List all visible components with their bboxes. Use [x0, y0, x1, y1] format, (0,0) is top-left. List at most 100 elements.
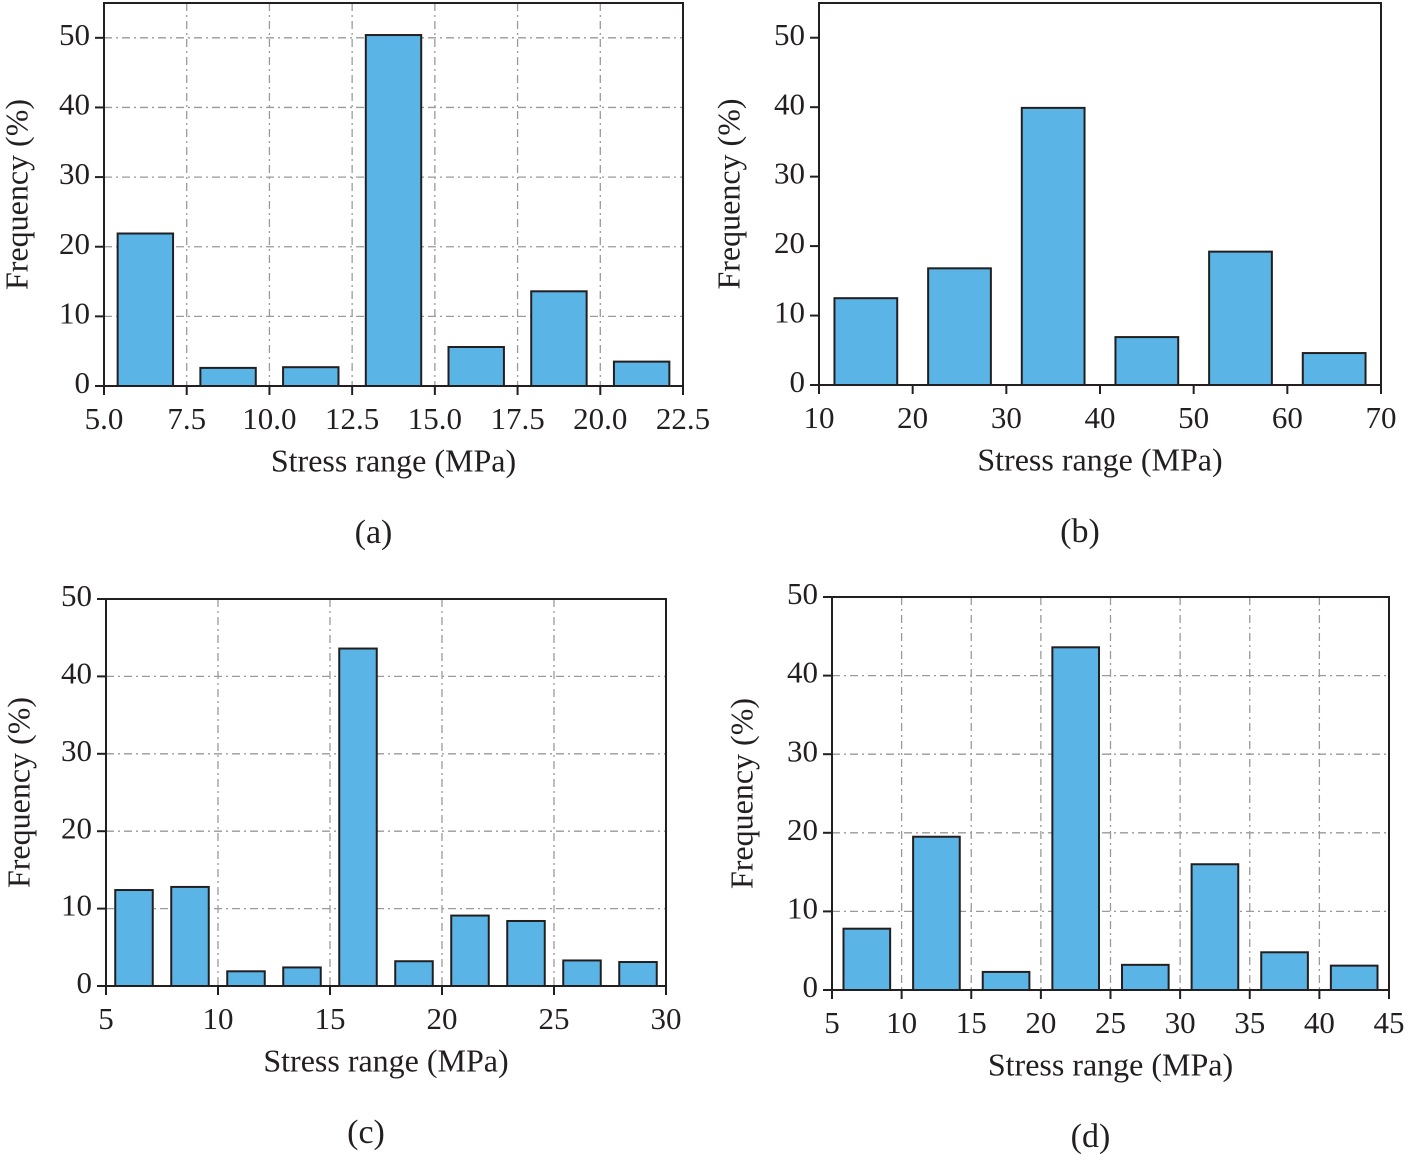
- bar: [116, 232, 175, 387]
- panel-caption: (c): [347, 1114, 385, 1151]
- x-tick-label: 40: [1304, 1005, 1335, 1040]
- bar: [450, 914, 490, 987]
- x-tick-label: 15: [956, 1005, 987, 1040]
- plot-frame: [818, 2, 1382, 386]
- bar: [1301, 352, 1367, 386]
- bar: [1051, 646, 1101, 992]
- bar: [530, 290, 588, 388]
- x-tick-label: 20: [897, 400, 928, 435]
- y-tick-label: 50: [61, 578, 92, 613]
- bar: [833, 297, 899, 387]
- x-tick-label: 5: [824, 1005, 840, 1040]
- bar: [1120, 963, 1170, 992]
- bar: [226, 970, 266, 988]
- x-tick-label: 20: [1025, 1005, 1056, 1040]
- bar: [506, 919, 546, 988]
- bar: [1190, 863, 1240, 991]
- bar: [394, 960, 434, 987]
- x-tick-label: 25: [539, 1001, 570, 1036]
- bar: [912, 835, 961, 991]
- x-tick-label: 5: [98, 1001, 114, 1036]
- y-tick-label: 10: [59, 295, 90, 330]
- x-tick-label: 10: [203, 1001, 234, 1036]
- bar: [618, 961, 658, 987]
- bar: [282, 966, 322, 988]
- y-tick-label: 50: [787, 576, 818, 611]
- y-tick-label: 40: [61, 656, 92, 691]
- bar: [981, 970, 1031, 991]
- panel-caption: (d): [1071, 1118, 1111, 1154]
- y-tick-label: 40: [59, 87, 90, 122]
- bar: [1020, 106, 1086, 386]
- bar: [842, 927, 892, 992]
- y-tick-label: 30: [61, 733, 92, 768]
- y-tick-label: 10: [787, 891, 818, 926]
- x-axis-label: Stress range (MPa): [988, 1046, 1233, 1082]
- x-tick-label: 5.0: [85, 401, 124, 436]
- x-tick-label: 12.5: [325, 401, 379, 436]
- x-tick-label: 7.5: [167, 401, 206, 436]
- x-tick-label: 10: [804, 400, 835, 435]
- y-tick-label: 30: [787, 733, 818, 768]
- x-axis-label: Stress range (MPa): [271, 442, 516, 478]
- y-tick-label: 20: [61, 810, 92, 845]
- y-tick-label: 50: [59, 17, 90, 52]
- x-tick-label: 50: [1178, 400, 1209, 435]
- y-axis-label: Frequency (%): [710, 98, 746, 289]
- bar: [612, 360, 671, 387]
- y-tick-label: 20: [59, 226, 90, 261]
- x-tick-label: 25: [1095, 1005, 1126, 1040]
- y-axis-label: Frequency (%): [0, 99, 34, 290]
- bar: [1208, 250, 1273, 386]
- plot-frame: [105, 598, 667, 987]
- panel-caption: (b): [1060, 513, 1100, 550]
- bar: [562, 959, 602, 988]
- x-tick-label: 30: [651, 1001, 682, 1036]
- x-tick-label: 15: [315, 1001, 346, 1036]
- y-tick-label: 10: [774, 295, 805, 330]
- y-tick-label: 0: [803, 969, 819, 1004]
- x-tick-label: 60: [1272, 400, 1303, 435]
- bar: [1114, 336, 1180, 386]
- y-axis-label: Frequency (%): [723, 698, 759, 889]
- y-tick-label: 0: [75, 365, 91, 400]
- y-tick-label: 40: [787, 655, 818, 690]
- y-tick-label: 30: [59, 156, 90, 191]
- x-tick-label: 20: [427, 1001, 458, 1036]
- bar: [927, 267, 992, 387]
- bar: [1260, 951, 1309, 991]
- x-tick-label: 10: [886, 1005, 917, 1040]
- x-tick-label: 10.0: [242, 401, 296, 436]
- x-tick-label: 30: [1165, 1005, 1196, 1040]
- x-axis-label: Stress range (MPa): [263, 1042, 508, 1078]
- y-tick-label: 20: [774, 225, 805, 260]
- bar: [447, 346, 505, 387]
- x-tick-label: 17.5: [490, 401, 544, 436]
- plot-frame: [831, 596, 1390, 991]
- bar: [114, 889, 154, 987]
- plot-frame: [103, 2, 684, 387]
- y-tick-label: 40: [774, 86, 805, 121]
- x-tick-label: 40: [1085, 400, 1116, 435]
- x-tick-label: 30: [991, 400, 1022, 435]
- y-tick-label: 0: [77, 965, 93, 1000]
- y-tick-label: 30: [774, 156, 805, 191]
- y-axis-label: Frequency (%): [0, 697, 36, 888]
- y-tick-label: 20: [787, 812, 818, 847]
- x-tick-label: 15.0: [408, 401, 462, 436]
- x-tick-label: 70: [1366, 400, 1397, 435]
- bar: [199, 366, 257, 387]
- y-tick-label: 10: [61, 888, 92, 923]
- bar: [1329, 964, 1379, 991]
- bar: [170, 885, 210, 987]
- x-tick-label: 22.5: [656, 401, 710, 436]
- bar: [282, 366, 340, 387]
- y-tick-label: 0: [790, 364, 806, 399]
- y-tick-label: 50: [774, 17, 805, 52]
- bar: [338, 647, 378, 987]
- x-tick-label: 35: [1234, 1005, 1265, 1040]
- x-axis-label: Stress range (MPa): [977, 441, 1222, 477]
- x-tick-label: 20.0: [573, 401, 627, 436]
